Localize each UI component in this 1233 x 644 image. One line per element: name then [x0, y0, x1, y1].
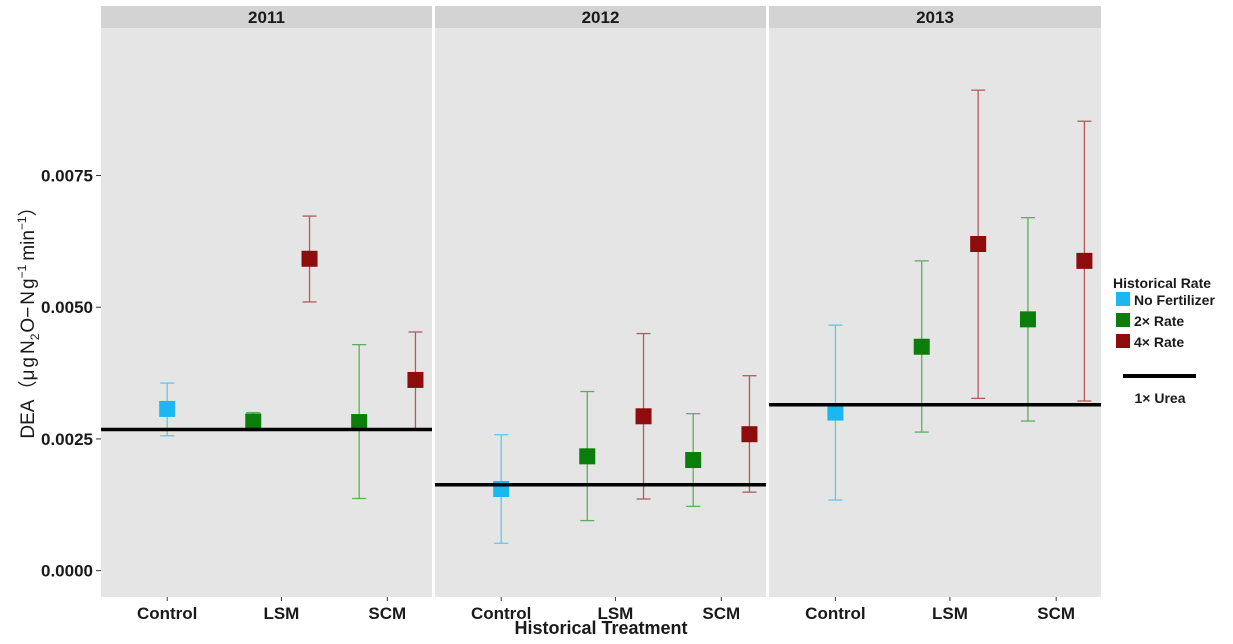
- legend-key-2x-rate: [1116, 313, 1130, 327]
- point-marker: [579, 448, 596, 465]
- data-point-lsm-2x-rate: [579, 390, 596, 522]
- y-axis: 0.0000 0.0025 0.0050 0.0075: [41, 167, 101, 581]
- y-tick-label: 0.0025: [41, 430, 93, 449]
- x-tick-label: LSM: [263, 604, 299, 623]
- legend: Historical Rate No Fertilizer 2× Rate 4×…: [1113, 275, 1215, 406]
- legend-reference-label: 1× Urea: [1135, 390, 1186, 406]
- legend-item-no-fertilizer: No Fertilizer: [1116, 292, 1215, 308]
- panel-background: [101, 28, 432, 597]
- point-marker: [1076, 252, 1093, 269]
- strip-background: [101, 6, 432, 28]
- strip-background: [435, 6, 766, 28]
- facet-2013: 2013: [769, 6, 1101, 597]
- point-marker: [245, 413, 262, 430]
- point-marker: [741, 426, 758, 443]
- point-marker: [827, 404, 844, 421]
- x-tick-label: Control: [805, 604, 865, 623]
- data-point-lsm-4x-rate: [635, 332, 652, 500]
- data-point-scm-2x-rate: [351, 343, 368, 500]
- point-marker: [159, 400, 176, 417]
- strip-background: [769, 6, 1101, 28]
- panel-background: [435, 28, 766, 597]
- legend-item-2x-rate: 2× Rate: [1116, 313, 1184, 329]
- data-point-scm-2x-rate: [685, 413, 702, 508]
- x-tick-label: SCM: [1037, 604, 1075, 623]
- point-marker: [351, 414, 368, 431]
- legend-key-4x-rate: [1116, 334, 1130, 348]
- data-point-control-no-fertilizer: [159, 382, 176, 437]
- x-tick-label: LSM: [597, 604, 633, 623]
- y-axis-title: DEA（μgN2O−Ng−1min−1）: [15, 197, 42, 438]
- data-point-control-no-fertilizer: [827, 324, 844, 501]
- legend-label-no-fertilizer: No Fertilizer: [1134, 292, 1215, 308]
- data-point-scm-4x-rate: [741, 375, 758, 493]
- data-point-lsm-4x-rate: [970, 89, 987, 400]
- y-tick-label: 0.0075: [41, 167, 93, 186]
- strip-label: 2012: [582, 8, 620, 27]
- y-tick-label: 0.0050: [41, 298, 93, 317]
- x-tick-label: Control: [471, 604, 531, 623]
- point-marker: [970, 236, 987, 253]
- facet-2012: 2012: [435, 6, 766, 597]
- point-marker: [635, 408, 652, 425]
- point-marker: [685, 452, 702, 469]
- strip-label: 2011: [248, 8, 285, 27]
- data-point-scm-2x-rate: [1019, 217, 1036, 422]
- legend-label-2x-rate: 2× Rate: [1134, 313, 1184, 329]
- x-tick-label: Control: [137, 604, 197, 623]
- point-marker: [1019, 311, 1036, 328]
- legend-key-no-fertilizer: [1116, 292, 1130, 306]
- legend-title: Historical Rate: [1113, 275, 1211, 291]
- x-tick-label: LSM: [932, 604, 968, 623]
- panel-background: [769, 28, 1101, 597]
- point-marker: [913, 338, 930, 355]
- legend-label-4x-rate: 4× Rate: [1134, 334, 1184, 350]
- x-tick-label: SCM: [368, 604, 406, 623]
- y-tick-label: 0.0000: [41, 562, 93, 581]
- x-axis-title: Historical Treatment: [514, 618, 687, 638]
- strip-label: 2013: [916, 8, 954, 27]
- facet-2011: 2011: [101, 6, 432, 597]
- point-marker: [301, 250, 318, 267]
- x-tick-label: SCM: [702, 604, 740, 623]
- x-axis: Control LSM SCM Control LSM SCM Control LSM SCM: [137, 597, 1075, 623]
- point-marker: [407, 371, 424, 388]
- data-point-scm-4x-rate: [1076, 120, 1093, 402]
- facet-panels: 2011 2012 2013: [101, 6, 1101, 597]
- data-point-lsm-4x-rate: [301, 215, 318, 303]
- legend-item-4x-rate: 4× Rate: [1116, 334, 1184, 350]
